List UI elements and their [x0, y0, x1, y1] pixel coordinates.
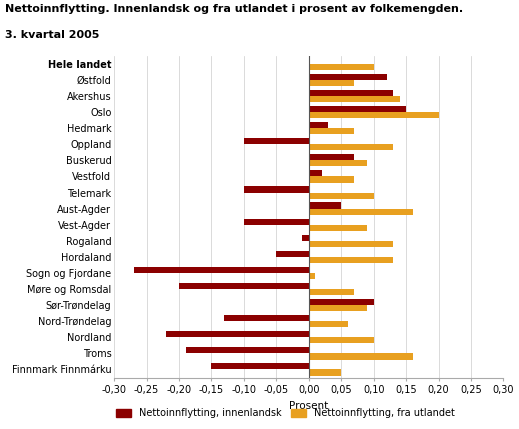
Bar [309, 106, 406, 112]
Bar [309, 64, 374, 70]
Bar [276, 251, 309, 257]
Bar [309, 160, 367, 166]
Bar [309, 154, 354, 160]
Bar [309, 170, 322, 176]
Bar [309, 241, 393, 247]
Bar [309, 208, 413, 214]
Bar [309, 176, 354, 182]
Bar [309, 90, 393, 96]
Bar [309, 128, 354, 134]
Bar [309, 257, 393, 263]
Bar [309, 299, 374, 305]
Bar [166, 331, 309, 337]
Bar [309, 112, 439, 118]
Bar [244, 138, 309, 144]
Bar [309, 273, 316, 279]
Bar [179, 283, 309, 289]
Bar [309, 96, 400, 102]
X-axis label: Prosent: Prosent [289, 401, 329, 411]
Bar [309, 74, 387, 80]
Bar [309, 193, 374, 199]
Bar [309, 202, 342, 208]
Bar [309, 144, 393, 150]
Bar [309, 80, 354, 86]
Bar [244, 186, 309, 193]
Bar [224, 315, 309, 321]
Bar [309, 369, 342, 376]
Legend: Nettoinnflytting, innenlandsk, Nettoinnflytting, fra utlandet: Nettoinnflytting, innenlandsk, Nettoinnf… [113, 404, 458, 422]
Bar [309, 305, 367, 311]
Bar [186, 347, 309, 353]
Bar [244, 218, 309, 225]
Bar [133, 267, 309, 273]
Bar [309, 353, 413, 360]
Bar [309, 337, 374, 343]
Text: 3. kvartal 2005: 3. kvartal 2005 [5, 30, 100, 40]
Bar [309, 225, 367, 231]
Bar [309, 289, 354, 295]
Bar [309, 122, 328, 128]
Bar [212, 363, 309, 369]
Text: Nettoinnflytting. Innenlandsk og fra utlandet i prosent av folkemengden.: Nettoinnflytting. Innenlandsk og fra utl… [5, 4, 463, 14]
Bar [302, 235, 309, 241]
Bar [309, 321, 348, 327]
